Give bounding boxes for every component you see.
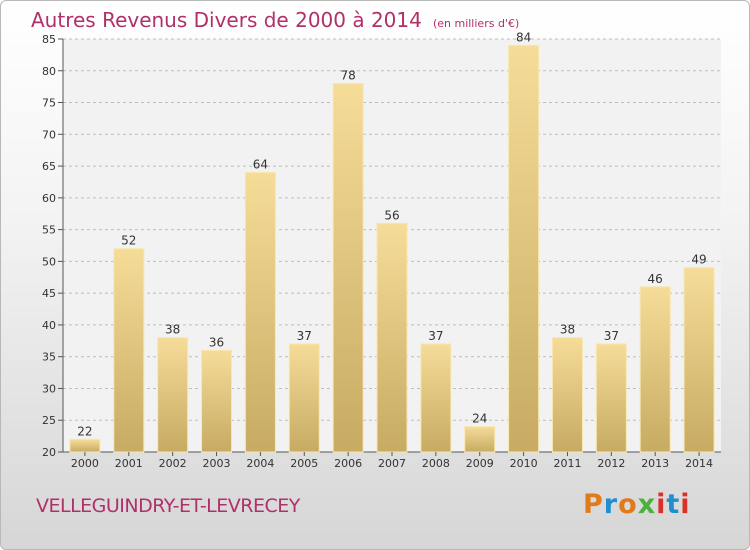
x-tick-label: 2014 [685, 457, 713, 470]
y-tick-label: 25 [42, 414, 56, 427]
bar-value-label: 84 [516, 30, 531, 44]
bar [332, 82, 364, 453]
brand-letter: x [637, 489, 657, 520]
brand-letter: t [666, 489, 681, 520]
y-tick-label: 30 [42, 382, 56, 395]
bar-value-label: 36 [209, 335, 224, 349]
brand-letter: P [583, 489, 604, 520]
x-tick-label: 2011 [553, 457, 581, 470]
x-tick-label: 2004 [246, 457, 274, 470]
bar-value-label: 38 [165, 323, 180, 337]
bar-value-label: 37 [604, 329, 619, 343]
chart-title: Autres Revenus Divers de 2000 à 2014 [31, 8, 422, 32]
bar-value-label: 49 [691, 253, 706, 267]
bar [376, 222, 408, 453]
x-tick-label: 2001 [115, 457, 143, 470]
bar [201, 349, 233, 453]
bar [113, 248, 145, 453]
y-tick-label: 35 [42, 351, 56, 364]
bar [69, 438, 101, 453]
y-tick-label: 60 [42, 192, 56, 205]
bar [464, 426, 496, 453]
brand-logo: Proxiti [583, 489, 691, 520]
y-tick-label: 85 [42, 33, 56, 46]
bar-value-label: 37 [428, 329, 443, 343]
y-tick-label: 55 [42, 224, 56, 237]
bar-value-label: 46 [648, 272, 663, 286]
y-tick-label: 45 [42, 287, 56, 300]
bar-value-label: 22 [77, 424, 92, 438]
town-name: VELLEGUINDRY-ET-LEVRECEY [36, 495, 300, 517]
bar [244, 171, 276, 453]
brand-letter: i [680, 489, 691, 520]
x-tick-label: 2013 [641, 457, 669, 470]
chart-unit: (en milliers d'€) [432, 17, 520, 30]
chart-header: Autres Revenus Divers de 2000 à 2014 (en… [31, 8, 519, 32]
x-tick-label: 2008 [422, 457, 450, 470]
bar-value-label: 38 [560, 323, 575, 337]
bar [551, 337, 583, 453]
bar-value-label: 24 [472, 412, 487, 426]
x-tick-label: 2007 [378, 457, 406, 470]
bar [595, 343, 627, 453]
bar-value-label: 37 [297, 329, 312, 343]
y-tick-label: 40 [42, 319, 56, 332]
bar [157, 337, 189, 453]
y-tick-label: 50 [42, 255, 56, 268]
bar [508, 44, 540, 453]
x-tick-label: 2012 [597, 457, 625, 470]
bar [288, 343, 320, 453]
y-tick-label: 65 [42, 160, 56, 173]
x-tick-label: 2006 [334, 457, 362, 470]
bar-value-label: 56 [384, 208, 399, 222]
bar-value-label: 52 [121, 234, 136, 248]
bar [683, 267, 715, 453]
y-tick-label: 75 [42, 97, 56, 110]
x-tick-label: 2005 [290, 457, 318, 470]
y-tick-label: 70 [42, 128, 56, 141]
bar [420, 343, 452, 453]
x-tick-label: 2003 [203, 457, 231, 470]
bar [639, 286, 671, 453]
y-tick-label: 20 [42, 446, 56, 459]
y-tick-label: 80 [42, 65, 56, 78]
brand-letter: i [656, 489, 667, 520]
x-tick-label: 2009 [466, 457, 494, 470]
bar-value-label: 78 [340, 68, 355, 82]
bar-value-label: 64 [253, 157, 268, 171]
brand-letter: r [603, 489, 619, 520]
x-tick-label: 2010 [510, 457, 538, 470]
brand-letter: o [618, 489, 638, 520]
x-tick-label: 2002 [159, 457, 187, 470]
x-tick-label: 2000 [71, 457, 99, 470]
